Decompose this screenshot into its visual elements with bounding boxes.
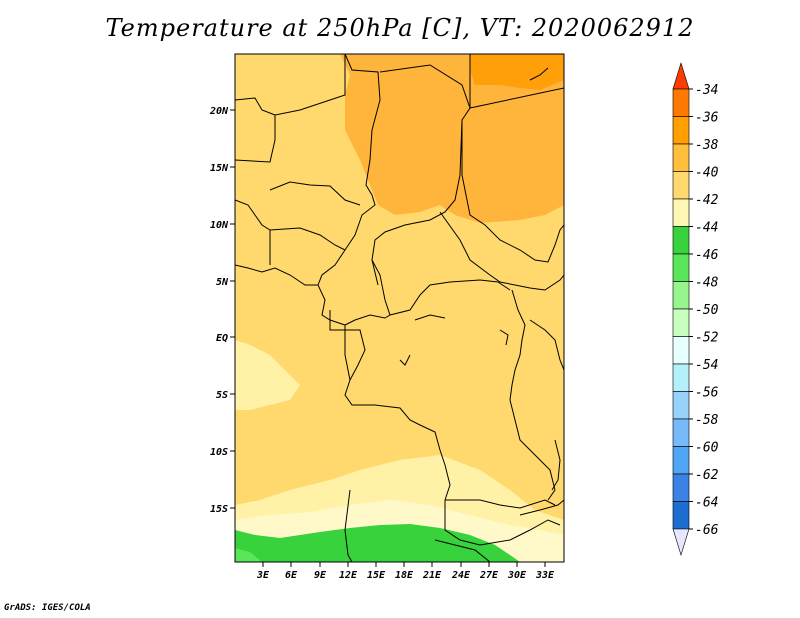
map-plot-area xyxy=(235,54,564,562)
colorbar-label: -42 xyxy=(695,193,719,208)
field-46-44 xyxy=(235,524,520,562)
map-frame xyxy=(234,53,565,563)
colorbar-label: -60 xyxy=(695,441,719,456)
colorbar-label: -54 xyxy=(695,358,718,373)
lat-tick-label: 5N xyxy=(216,277,229,288)
lat-tick-label: 5S xyxy=(216,390,228,401)
colorbar-swatch xyxy=(672,501,690,530)
field-36-34 xyxy=(470,54,564,90)
colorbar-swatch xyxy=(672,473,690,502)
field-48-46 xyxy=(235,548,262,562)
lat-tick-label: 10S xyxy=(210,447,228,458)
colorbar-swatch xyxy=(672,418,690,447)
colorbar-label: -50 xyxy=(695,303,719,318)
lon-tick-label: 30E xyxy=(507,570,527,581)
colorbar: -34 -36 -38 -40 -42 -44 -46 -48 -50 -52 -54 -56 -58 -… xyxy=(672,61,719,557)
lon-tick-label: 33E xyxy=(535,570,555,581)
lat-tick-label: 20N xyxy=(209,106,229,117)
colorbar-label: -36 xyxy=(695,111,719,126)
lat-tick-label: 15N xyxy=(210,163,229,174)
colorbar-swatch xyxy=(672,308,690,337)
lon-tick-label: 3E xyxy=(256,570,270,581)
colorbar-swatch xyxy=(672,391,690,420)
lon-tick-label: 6E xyxy=(285,570,298,581)
colorbar-swatch xyxy=(672,143,690,172)
lon-tick-label: 21E xyxy=(422,570,442,581)
colorbar-label: -46 xyxy=(695,248,719,263)
colorbar-label: -56 xyxy=(695,386,719,401)
colorbar-label: -40 xyxy=(695,166,719,181)
grads-credit: GrADS: IGES/COLA xyxy=(4,603,91,613)
boundaries xyxy=(235,54,564,562)
colorbar-label: -64 xyxy=(695,496,718,511)
colorbar-label: -48 xyxy=(695,276,719,291)
colorbar-swatch xyxy=(672,88,690,117)
lat-tick-label: 10N xyxy=(210,220,229,231)
colorbar-swatch xyxy=(672,446,690,475)
colorbar-label: -38 xyxy=(695,138,719,153)
colorbar-swatch xyxy=(672,281,690,310)
colorbar-label: -58 xyxy=(695,413,719,428)
colorbar-top-arrow xyxy=(672,61,690,90)
colorbar-swatch xyxy=(672,116,690,145)
lon-tick-label: 18E xyxy=(395,570,414,581)
lat-axis: 20N 15N 10N 5N EQ 5S 10S 15S xyxy=(209,106,235,515)
lon-axis: 3E 6E 9E 12E 15E 18E 21E 24E 27E 30E 33E xyxy=(256,562,555,581)
lat-tick-label: EQ xyxy=(216,333,228,344)
lat-tick-label: 15S xyxy=(210,504,228,515)
colorbar-label: -66 xyxy=(695,523,719,538)
colorbar-label: -34 xyxy=(695,83,718,98)
colorbar-swatch xyxy=(672,198,690,227)
colorbar-bottom-arrow xyxy=(672,528,690,557)
lon-tick-label: 15E xyxy=(367,570,386,581)
field-38-36 xyxy=(340,54,564,223)
field-42-40-west xyxy=(235,340,300,410)
colorbar-label: -52 xyxy=(695,331,719,346)
colorbar-swatch xyxy=(672,336,690,365)
colorbar-swatch xyxy=(672,226,690,255)
colorbar-swatch xyxy=(672,363,690,392)
colorbar-swatch xyxy=(672,171,690,200)
lon-tick-label: 27E xyxy=(479,570,499,581)
lon-tick-label: 9E xyxy=(314,570,327,581)
colorbar-label: -62 xyxy=(695,468,719,483)
colorbar-label: -44 xyxy=(695,221,718,236)
lon-tick-label: 24E xyxy=(451,570,471,581)
map-title: Temperature at 250hPa [C], VT: 202006291… xyxy=(105,14,695,42)
colorbar-swatch xyxy=(672,253,690,282)
lon-tick-label: 12E xyxy=(339,570,358,581)
